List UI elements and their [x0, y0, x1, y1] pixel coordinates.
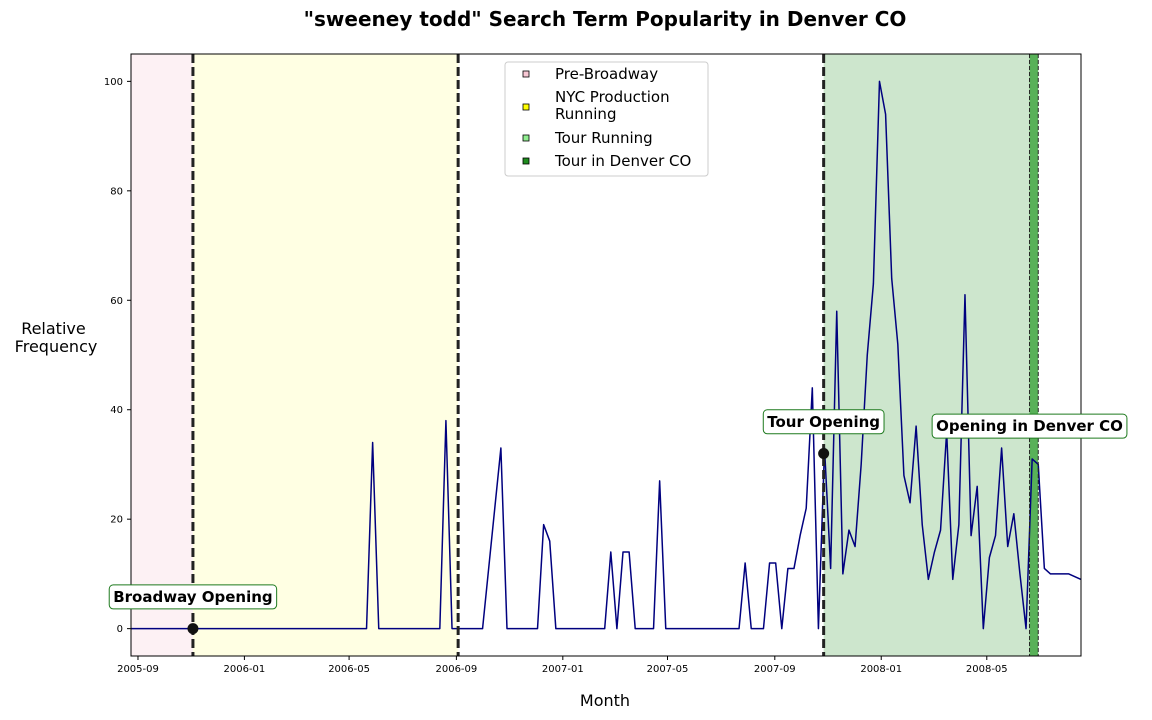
y-tick-label-1: 20 [110, 515, 123, 526]
annotation-0: Broadway Opening [108, 584, 278, 610]
annotation-1: Tour Opening [762, 409, 885, 435]
x-tick-label-8: 2008-05 [966, 664, 1008, 675]
x-tick-label-3: 2006-09 [435, 664, 477, 675]
x-tick-label-6: 2007-09 [754, 664, 796, 675]
y-axis-label-line2: Frequency [15, 337, 98, 356]
annotation-label-2: Opening in Denver CO [936, 417, 1123, 435]
annotation-box-0 [108, 584, 278, 610]
shaded-period-0 [131, 54, 193, 656]
y-tick-label-3: 60 [110, 296, 123, 307]
annotation-marker-0 [187, 623, 199, 635]
y-axis-label: Relative Frequency [15, 319, 98, 356]
legend-swatch-0 [522, 70, 530, 78]
legend-label-0: Pre-Broadway [555, 65, 658, 83]
legend-swatch-1 [522, 103, 530, 111]
chart-title: "sweeney todd" Search Term Popularity in… [304, 7, 907, 31]
annotation-box-2 [931, 413, 1128, 439]
annotation-label-1: Tour Opening [767, 413, 880, 431]
legend-swatch-3 [522, 157, 530, 165]
annotation-2: Opening in Denver CO [931, 413, 1128, 439]
legend-swatch-2 [522, 134, 530, 142]
shaded-period-3 [1029, 54, 1039, 656]
legend-label-1-line1: NYC Production [555, 88, 670, 106]
y-tick-label-4: 80 [110, 186, 123, 197]
y-tick-label-2: 40 [110, 405, 123, 416]
x-tick-label-5: 2007-05 [647, 664, 689, 675]
x-tick-label-7: 2008-01 [860, 664, 902, 675]
x-tick-label-0: 2005-09 [117, 664, 159, 675]
legend-label-2: Tour Running [554, 129, 653, 147]
annotation-marker-1 [818, 448, 830, 460]
y-tick-label-0: 0 [117, 624, 123, 635]
x-axis-label: Month [580, 691, 630, 710]
data-series-line-0 [131, 80, 1082, 630]
annotation-box-1 [762, 409, 885, 435]
legend-box [504, 61, 709, 177]
annotation-label-0: Broadway Opening [113, 588, 272, 606]
plot-frame [130, 53, 1082, 657]
y-axis-label-line1: Relative [21, 319, 86, 338]
shaded-period-1 [192, 54, 459, 656]
shaded-period-2 [823, 54, 1030, 656]
y-tick-label-5: 100 [104, 77, 123, 88]
x-tick-label-1: 2006-01 [224, 664, 266, 675]
plot-area: 2005-09 2006-01 2006-05 2006-09 2007-01 2007-… [104, 53, 1128, 675]
x-tick-label-2: 2006-05 [328, 664, 370, 675]
legend-label-3: Tour in Denver CO [554, 152, 691, 170]
legend-label-1-line2: Running [555, 105, 616, 123]
x-tick-label-4: 2007-01 [542, 664, 584, 675]
